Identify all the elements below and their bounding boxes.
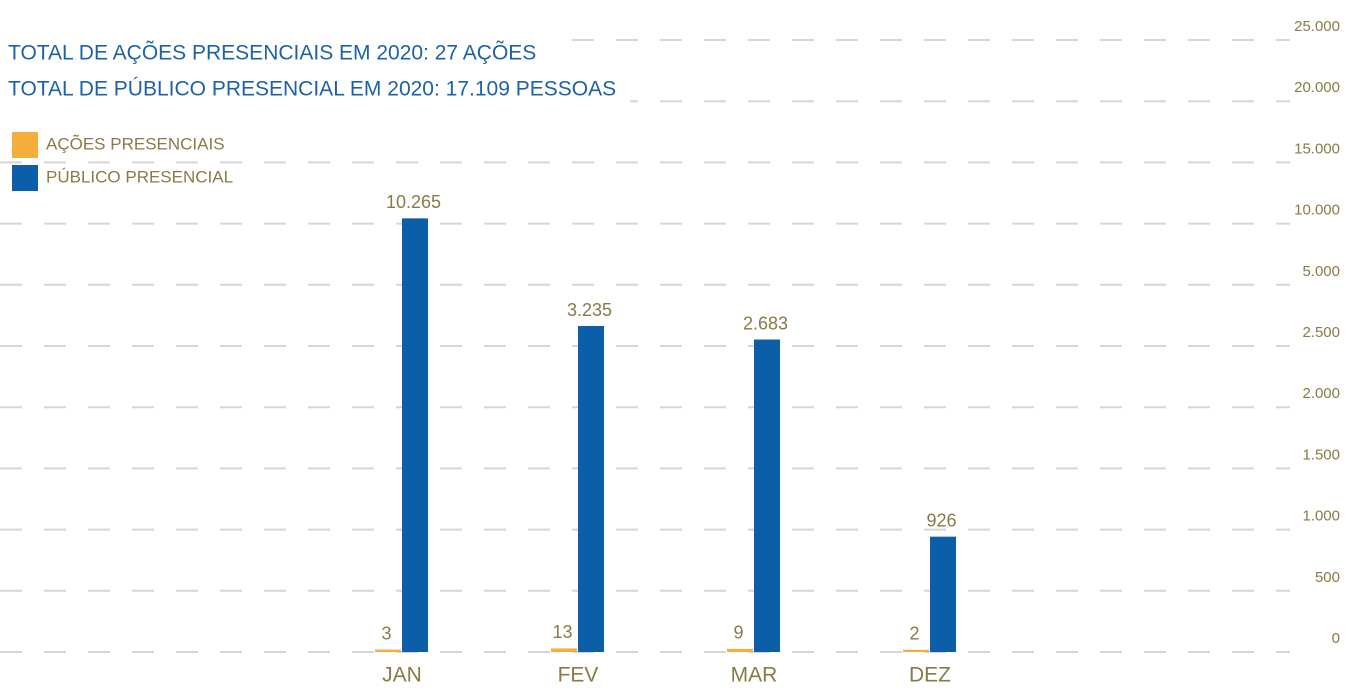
label-backgrounds bbox=[0, 38, 631, 189]
bar bbox=[375, 649, 401, 652]
bar bbox=[930, 536, 956, 652]
x-tick-label: JAN bbox=[382, 664, 422, 687]
chart-subtitle: TOTAL DE PÚBLICO PRESENCIAL EM 2020: 17.… bbox=[8, 78, 616, 101]
bar bbox=[754, 339, 780, 652]
x-tick-label: MAR bbox=[731, 664, 778, 687]
legend-swatch bbox=[12, 132, 38, 158]
chart-title: TOTAL DE AÇÕES PRESENCIAIS EM 2020: 27 A… bbox=[8, 41, 536, 65]
text-background bbox=[0, 132, 239, 156]
text-background bbox=[0, 165, 248, 189]
grid bbox=[0, 39, 1290, 653]
data-label: 2.683 bbox=[743, 313, 788, 333]
bar bbox=[578, 326, 604, 652]
bar bbox=[551, 648, 577, 652]
bar bbox=[727, 648, 753, 652]
data-label: 3.235 bbox=[567, 300, 612, 320]
y-tick-label: 5.000 bbox=[1302, 263, 1340, 280]
y-tick-label: 2.500 bbox=[1302, 324, 1340, 341]
data-label: 9 bbox=[733, 623, 743, 643]
y-tick-label: 10.000 bbox=[1294, 202, 1340, 219]
y-tick-label: 20.000 bbox=[1294, 79, 1340, 96]
bar bbox=[903, 649, 929, 652]
y-tick-label: 2.000 bbox=[1302, 385, 1340, 402]
legend-swatch bbox=[12, 165, 38, 191]
legend-label: PÚBLICO PRESENCIAL bbox=[46, 167, 233, 186]
data-label: 13 bbox=[552, 622, 572, 642]
y-tick-label: 0 bbox=[1332, 630, 1340, 647]
y-tick-label: 15.000 bbox=[1294, 140, 1340, 157]
x-tick-label: FEV bbox=[558, 664, 599, 687]
legend-label: AÇÕES PRESENCIAIS bbox=[46, 134, 225, 153]
y-tick-label: 1.000 bbox=[1302, 508, 1340, 525]
y-tick-label: 1.500 bbox=[1302, 446, 1340, 463]
bar bbox=[402, 218, 428, 653]
text-background bbox=[0, 38, 551, 67]
data-label: 926 bbox=[926, 510, 956, 530]
text-background bbox=[0, 75, 631, 103]
data-label: 10.265 bbox=[386, 192, 441, 212]
data-label: 2 bbox=[909, 624, 919, 644]
data-label: 3 bbox=[381, 623, 391, 643]
x-tick-label: DEZ bbox=[909, 664, 951, 687]
y-tick-label: 500 bbox=[1315, 569, 1340, 586]
y-tick-label: 25.000 bbox=[1294, 18, 1340, 35]
